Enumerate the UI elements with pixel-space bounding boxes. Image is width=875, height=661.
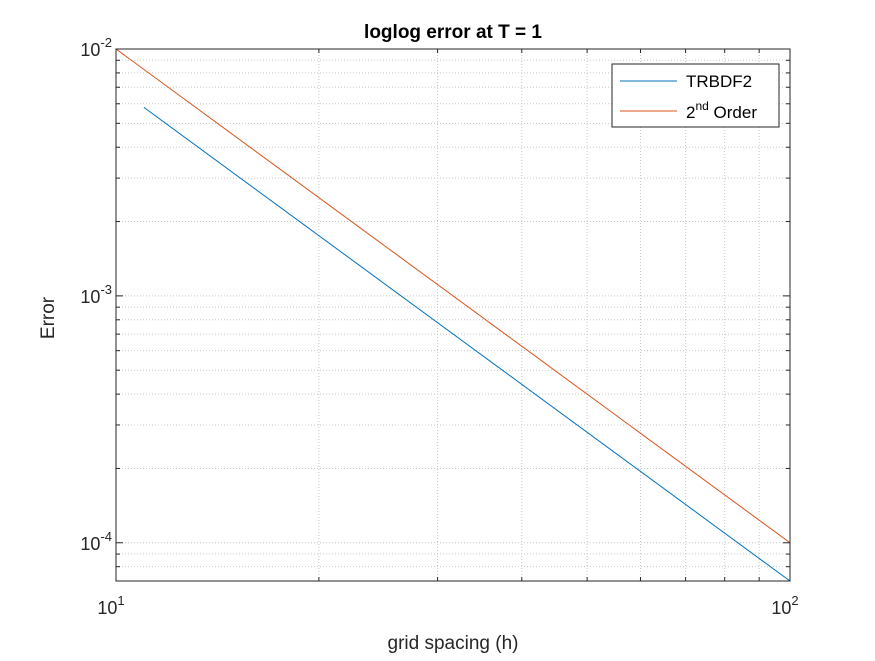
legend-label-2nd-order-base: 2 xyxy=(686,103,695,122)
x-axis-label: grid spacing (h) xyxy=(388,633,519,654)
y-tick-label-exponent: -3 xyxy=(100,282,112,297)
legend-label-2nd-order: 2nd Order xyxy=(686,99,757,122)
y-tick-label-exponent: -2 xyxy=(100,35,112,50)
axes-box xyxy=(115,48,791,582)
axis-ticks xyxy=(115,48,791,582)
legend: TRBDF2 2nd Order xyxy=(611,63,780,128)
series-lines xyxy=(115,48,791,582)
legend-label-2nd-order-superscript: nd xyxy=(695,99,708,113)
y-tick-label: 10-4 xyxy=(80,529,112,554)
y-tick-label-base: 10 xyxy=(80,534,100,554)
x-tick-label: 102 xyxy=(771,593,798,618)
series-line-trbdf2 xyxy=(143,106,791,582)
y-tick-label: 10-3 xyxy=(80,282,112,307)
legend-box xyxy=(611,63,780,128)
series-line-2nd-order xyxy=(115,48,791,544)
legend-label-2nd-order-rest: Order xyxy=(709,103,758,122)
grid-lines xyxy=(116,49,790,581)
y-axis-label: Error xyxy=(38,296,59,339)
x-tick-label: 101 xyxy=(97,593,124,618)
x-tick-label-base: 10 xyxy=(97,598,117,618)
chart-title: loglog error at T = 1 xyxy=(364,22,542,43)
x-tick-label-base: 10 xyxy=(771,598,791,618)
y-tick-label-exponent: -4 xyxy=(100,529,112,544)
y-tick-label: 10-2 xyxy=(80,35,112,60)
x-tick-label-exponent: 2 xyxy=(791,593,798,608)
x-tick-label-exponent: 1 xyxy=(117,593,124,608)
y-tick-label-base: 10 xyxy=(80,287,100,307)
y-tick-label-base: 10 xyxy=(80,40,100,60)
legend-label-trbdf2: TRBDF2 xyxy=(686,72,752,91)
